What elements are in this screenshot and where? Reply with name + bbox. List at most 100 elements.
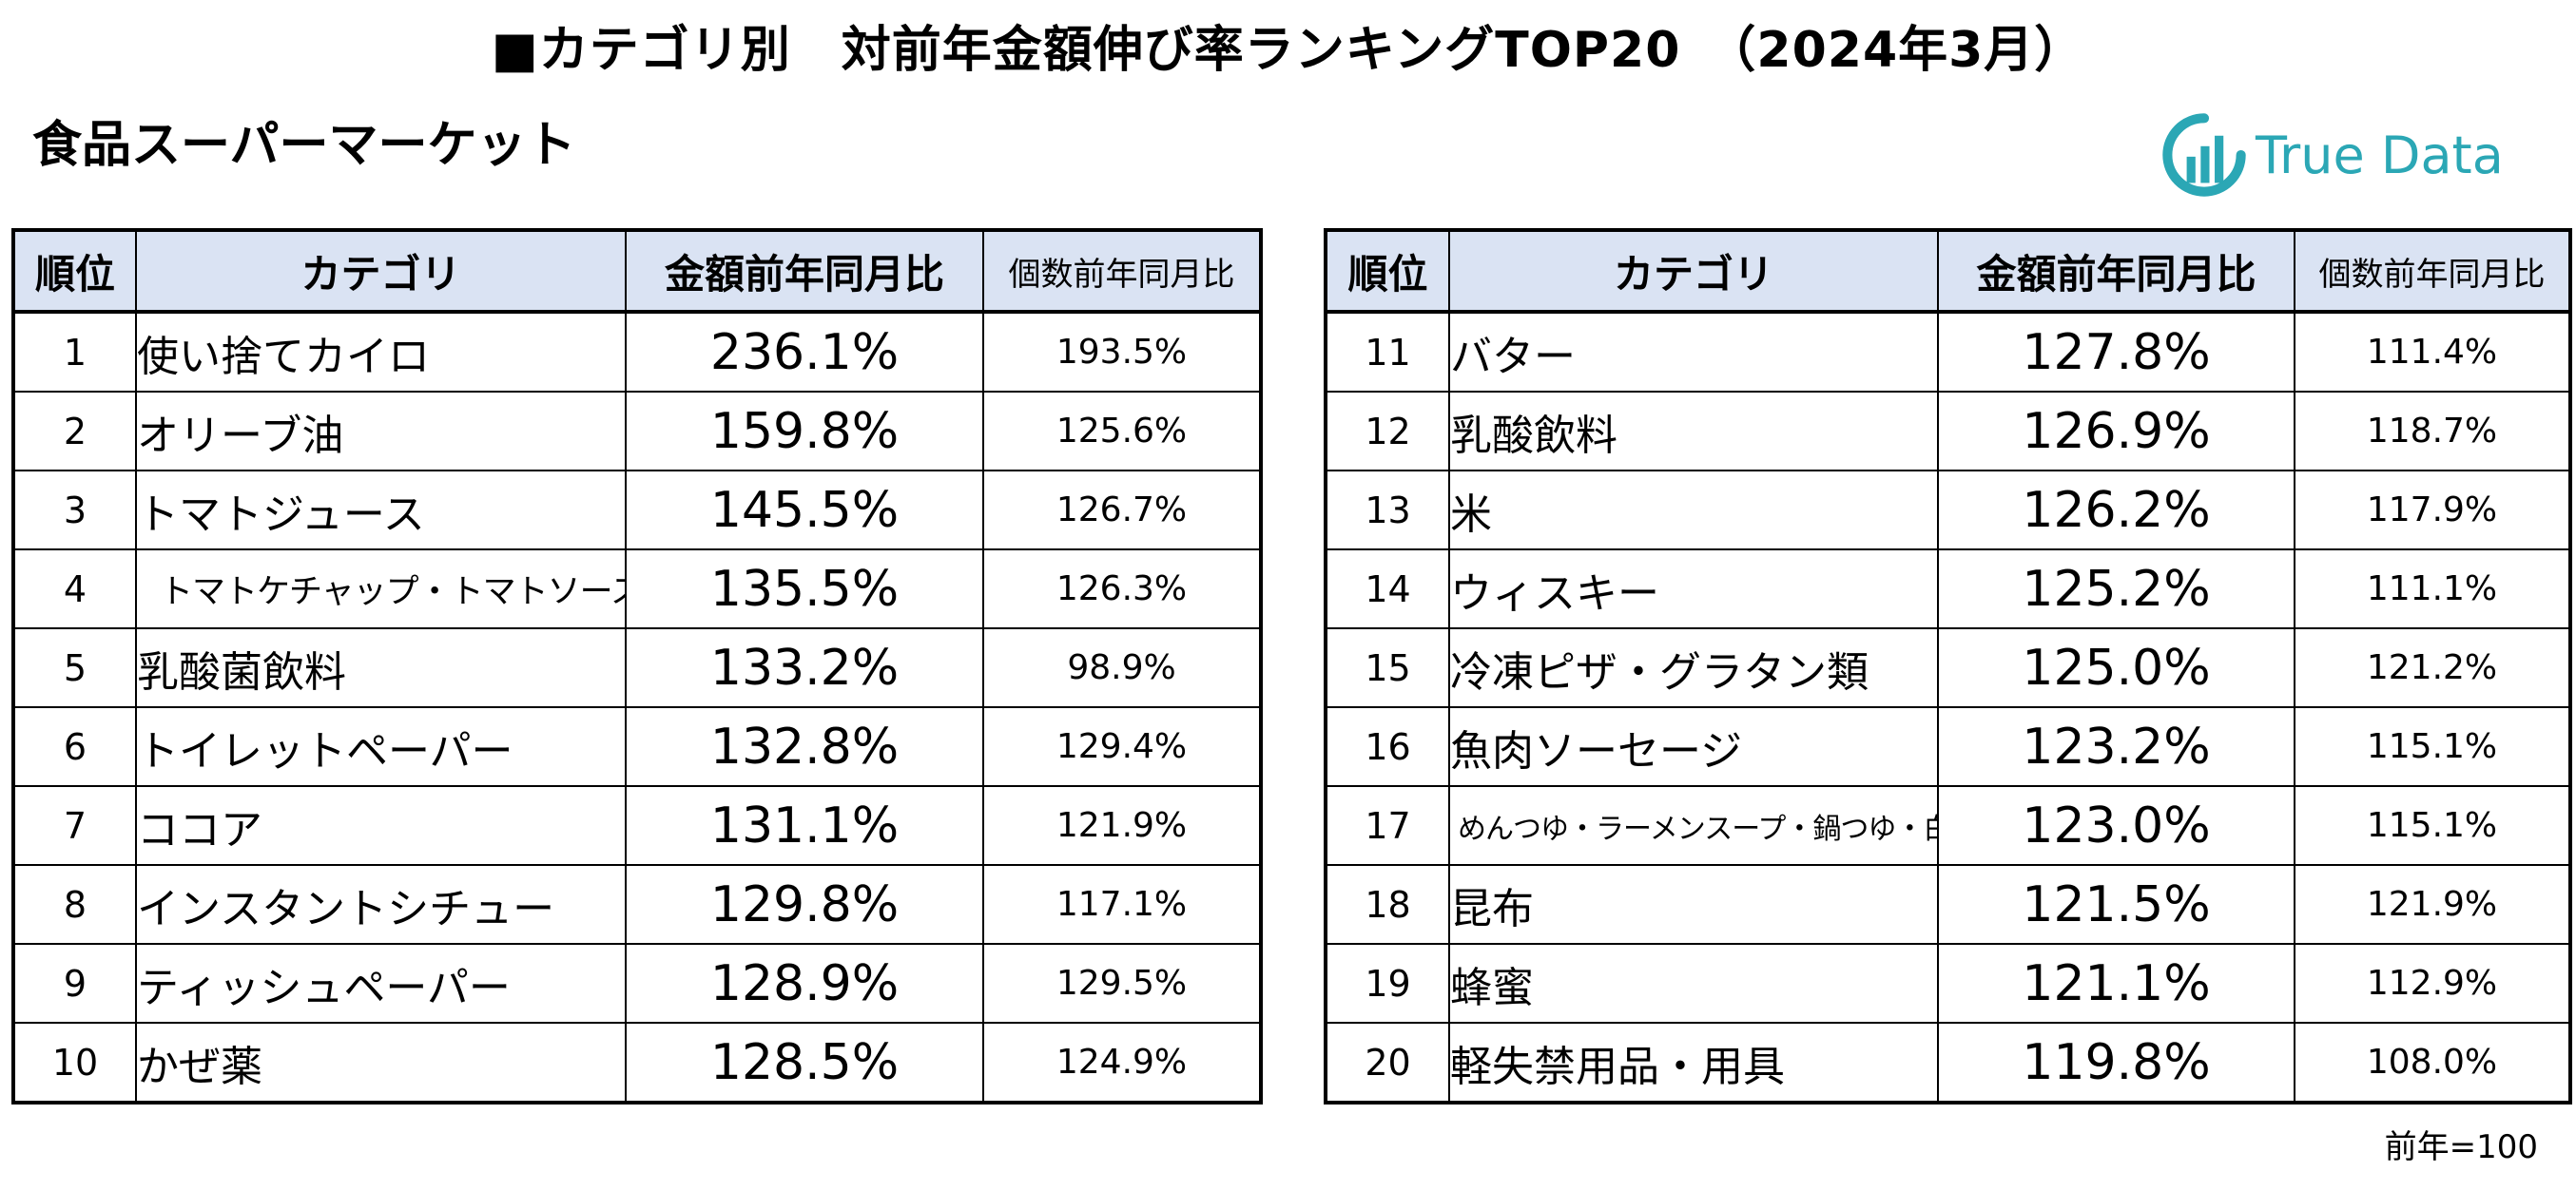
rank-cell: 20 bbox=[1325, 1022, 1450, 1104]
table-row: 10 かぜ薬 128.5% 124.9% bbox=[12, 1022, 1262, 1104]
category-cell: 昆布 bbox=[1448, 864, 1939, 945]
table-row: 15 冷凍ピザ・グラタン類 125.0% 121.2% bbox=[1325, 627, 2571, 708]
table-header-row: 順位 カテゴリ 金額前年同月比 個数前年同月比 bbox=[12, 229, 1262, 314]
amount-yoy-cell: 145.5% bbox=[625, 470, 984, 550]
table-row: 19 蜂蜜 121.1% 112.9% bbox=[1325, 943, 2571, 1024]
header-amount-yoy: 金額前年同月比 bbox=[625, 229, 984, 314]
rank-cell: 15 bbox=[1325, 627, 1450, 708]
category-cell: ココア bbox=[135, 785, 627, 866]
amount-yoy-cell: 132.8% bbox=[625, 706, 984, 787]
rank-cell: 2 bbox=[12, 391, 137, 471]
category-cell: めんつゆ・ラーメンスープ・鍋つゆ・白だし bbox=[1448, 785, 1939, 866]
category-cell: トマトケチャップ・トマトソース bbox=[135, 548, 627, 629]
category-cell: 乳酸菌飲料 bbox=[135, 627, 627, 708]
truedata-logo-icon bbox=[2162, 113, 2246, 197]
header-count-yoy: 個数前年同月比 bbox=[982, 229, 1262, 314]
table-row: 11 バター 127.8% 111.4% bbox=[1325, 311, 2571, 393]
rank-cell: 18 bbox=[1325, 864, 1450, 945]
ranking-table-left: 順位 カテゴリ 金額前年同月比 個数前年同月比 1 使い捨てカイロ 236.1% 19… bbox=[11, 228, 1263, 1105]
amount-yoy-cell: 128.9% bbox=[625, 943, 984, 1024]
rank-cell: 1 bbox=[12, 311, 137, 393]
count-yoy-cell: 111.4% bbox=[2294, 311, 2571, 393]
table-row: 6 トイレットペーパー 132.8% 129.4% bbox=[12, 706, 1262, 787]
category-cell: インスタントシチュー bbox=[135, 864, 627, 945]
category-cell: バター bbox=[1448, 311, 1939, 393]
amount-yoy-cell: 125.2% bbox=[1937, 548, 2295, 629]
table-row: 20 軽失禁用品・用具 119.8% 108.0% bbox=[1325, 1022, 2571, 1104]
category-cell: トイレットペーパー bbox=[135, 706, 627, 787]
amount-yoy-cell: 121.5% bbox=[1937, 864, 2295, 945]
rank-cell: 14 bbox=[1325, 548, 1450, 629]
table-row: 8 インスタントシチュー 129.8% 117.1% bbox=[12, 864, 1262, 945]
table-row: 16 魚肉ソーセージ 123.2% 115.1% bbox=[1325, 706, 2571, 787]
base-note: 前年=100 bbox=[2384, 1128, 2538, 1166]
page-subtitle: 食品スーパーマーケット bbox=[32, 117, 576, 174]
rank-cell: 5 bbox=[12, 627, 137, 708]
count-yoy-cell: 117.9% bbox=[2294, 470, 2571, 550]
header-count-yoy: 個数前年同月比 bbox=[2294, 229, 2571, 314]
category-cell: 使い捨てカイロ bbox=[135, 311, 627, 393]
amount-yoy-cell: 123.2% bbox=[1937, 706, 2295, 787]
count-yoy-cell: 124.9% bbox=[982, 1022, 1262, 1104]
header-rank: 順位 bbox=[12, 229, 137, 314]
count-yoy-cell: 112.9% bbox=[2294, 943, 2571, 1024]
amount-yoy-cell: 126.2% bbox=[1937, 470, 2295, 550]
amount-yoy-cell: 127.8% bbox=[1937, 311, 2295, 393]
rank-cell: 8 bbox=[12, 864, 137, 945]
header-category: カテゴリ bbox=[135, 229, 627, 314]
amount-yoy-cell: 126.9% bbox=[1937, 391, 2295, 471]
header-category: カテゴリ bbox=[1448, 229, 1939, 314]
table-row: 5 乳酸菌飲料 133.2% 98.9% bbox=[12, 627, 1262, 708]
amount-yoy-cell: 125.0% bbox=[1937, 627, 2295, 708]
count-yoy-cell: 121.9% bbox=[2294, 864, 2571, 945]
count-yoy-cell: 115.1% bbox=[2294, 706, 2571, 787]
amount-yoy-cell: 135.5% bbox=[625, 548, 984, 629]
category-cell: かぜ薬 bbox=[135, 1022, 627, 1104]
page-title: ■カテゴリ別 対前年金額伸び率ランキングTOP20 （2024年3月） bbox=[491, 22, 2085, 79]
count-yoy-cell: 121.9% bbox=[982, 785, 1262, 866]
amount-yoy-cell: 129.8% bbox=[625, 864, 984, 945]
table-row: 14 ウィスキー 125.2% 111.1% bbox=[1325, 548, 2571, 629]
rank-cell: 3 bbox=[12, 470, 137, 550]
category-cell: 冷凍ピザ・グラタン類 bbox=[1448, 627, 1939, 708]
category-cell: 魚肉ソーセージ bbox=[1448, 706, 1939, 787]
category-cell: オリーブ油 bbox=[135, 391, 627, 471]
table-row: 4 トマトケチャップ・トマトソース 135.5% 126.3% bbox=[12, 548, 1262, 629]
table-header-row: 順位 カテゴリ 金額前年同月比 個数前年同月比 bbox=[1325, 229, 2571, 314]
count-yoy-cell: 126.7% bbox=[982, 470, 1262, 550]
rank-cell: 11 bbox=[1325, 311, 1450, 393]
brand-logo: True Data bbox=[2160, 109, 2522, 201]
amount-yoy-cell: 123.0% bbox=[1937, 785, 2295, 866]
category-cell: ウィスキー bbox=[1448, 548, 1939, 629]
rank-cell: 12 bbox=[1325, 391, 1450, 471]
table-row: 7 ココア 131.1% 121.9% bbox=[12, 785, 1262, 866]
rank-cell: 9 bbox=[12, 943, 137, 1024]
rank-cell: 13 bbox=[1325, 470, 1450, 550]
rank-cell: 6 bbox=[12, 706, 137, 787]
amount-yoy-cell: 236.1% bbox=[625, 311, 984, 393]
amount-yoy-cell: 121.1% bbox=[1937, 943, 2295, 1024]
amount-yoy-cell: 133.2% bbox=[625, 627, 984, 708]
count-yoy-cell: 125.6% bbox=[982, 391, 1262, 471]
table-row: 2 オリーブ油 159.8% 125.6% bbox=[12, 391, 1262, 471]
count-yoy-cell: 111.1% bbox=[2294, 548, 2571, 629]
ranking-table-right: 順位 カテゴリ 金額前年同月比 個数前年同月比 11 バター 127.8% 111.4… bbox=[1324, 228, 2572, 1105]
count-yoy-cell: 121.2% bbox=[2294, 627, 2571, 708]
rank-cell: 16 bbox=[1325, 706, 1450, 787]
header-rank: 順位 bbox=[1325, 229, 1450, 314]
logo-text: True Data bbox=[2256, 125, 2504, 185]
count-yoy-cell: 129.5% bbox=[982, 943, 1262, 1024]
count-yoy-cell: 129.4% bbox=[982, 706, 1262, 787]
rank-cell: 19 bbox=[1325, 943, 1450, 1024]
rank-cell: 10 bbox=[12, 1022, 137, 1104]
amount-yoy-cell: 128.5% bbox=[625, 1022, 984, 1104]
amount-yoy-cell: 119.8% bbox=[1937, 1022, 2295, 1104]
header-amount-yoy: 金額前年同月比 bbox=[1937, 229, 2295, 314]
table-row: 9 ティッシュペーパー 128.9% 129.5% bbox=[12, 943, 1262, 1024]
count-yoy-cell: 193.5% bbox=[982, 311, 1262, 393]
table-row: 13 米 126.2% 117.9% bbox=[1325, 470, 2571, 550]
table-row: 1 使い捨てカイロ 236.1% 193.5% bbox=[12, 311, 1262, 393]
rank-cell: 4 bbox=[12, 548, 137, 629]
table-row: 18 昆布 121.5% 121.9% bbox=[1325, 864, 2571, 945]
